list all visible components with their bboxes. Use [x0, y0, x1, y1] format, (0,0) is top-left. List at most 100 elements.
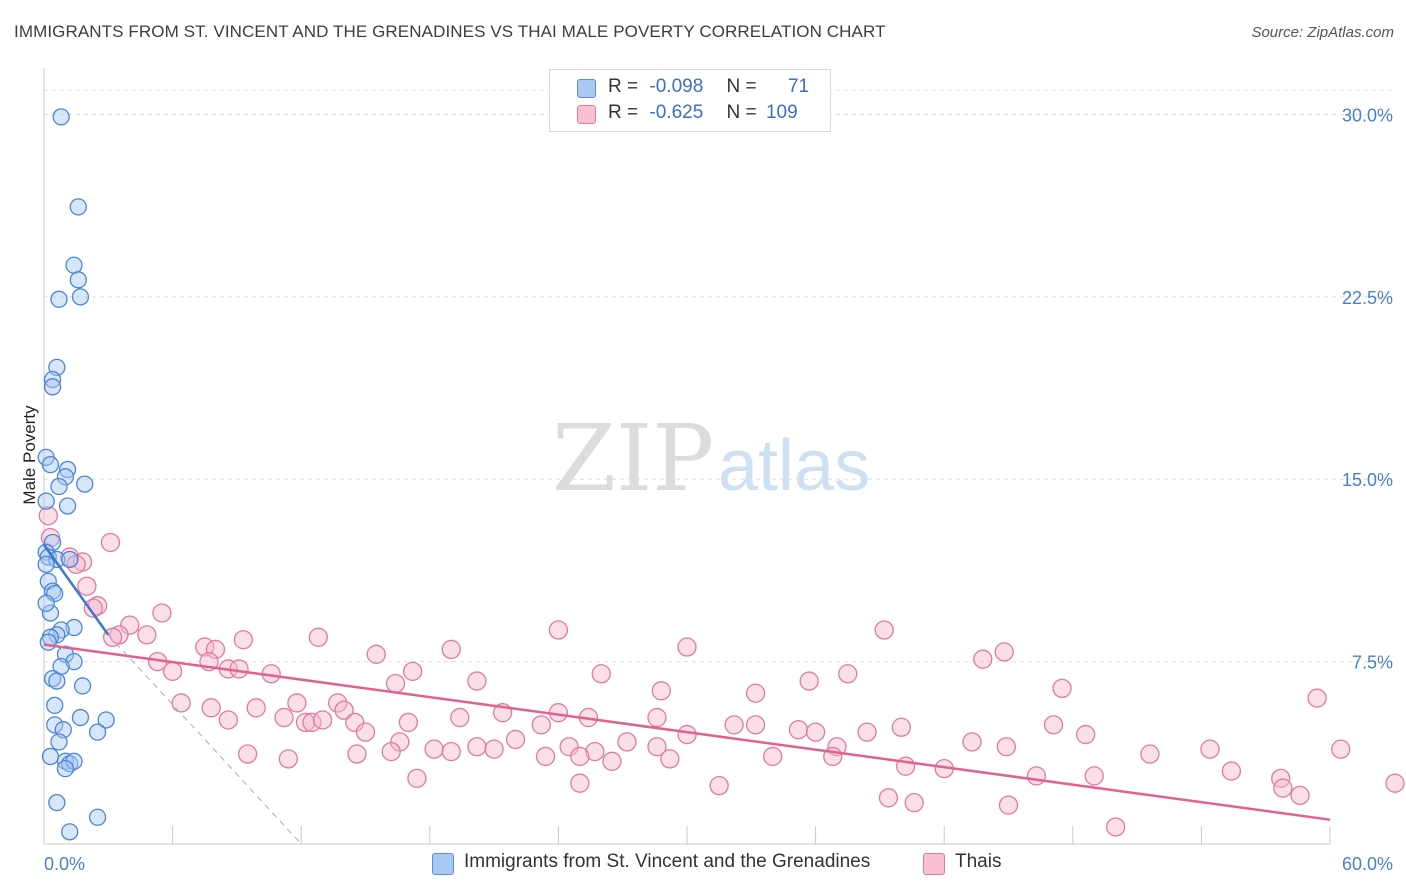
- data-point: [43, 378, 62, 396]
- data-point: [46, 716, 64, 734]
- axes: [43, 68, 1331, 845]
- data-point: [48, 794, 66, 812]
- data-point: [677, 724, 697, 745]
- legend-r-label: R =: [608, 102, 639, 123]
- data-point: [805, 722, 826, 742]
- data-point: [1106, 817, 1126, 837]
- data-point: [58, 497, 77, 515]
- data-point: [962, 732, 982, 752]
- data-point: [441, 639, 461, 660]
- data-point: [617, 732, 637, 752]
- data-point: [505, 729, 526, 750]
- data-point: [37, 555, 55, 573]
- y-axis-label: Male Poverty: [20, 405, 39, 505]
- data-point: [312, 710, 333, 730]
- data-point: [724, 715, 744, 735]
- y-tick-label: 7.5%: [1352, 653, 1393, 673]
- data-point: [385, 673, 406, 694]
- data-point: [46, 584, 64, 603]
- series-immigrants: [37, 108, 115, 841]
- data-point: [278, 749, 298, 769]
- data-point: [467, 671, 487, 691]
- watermark-atlas: atlas: [718, 426, 870, 506]
- correlation-legend: R = -0.098 N = 71 R = -0.625 N = 109: [549, 69, 831, 132]
- y-tick-label: 15.0%: [1342, 470, 1393, 490]
- data-point: [46, 696, 64, 715]
- data-point: [1331, 739, 1351, 759]
- data-point: [37, 594, 55, 612]
- data-point: [998, 795, 1019, 815]
- data-point: [381, 741, 401, 762]
- data-point: [1221, 761, 1242, 781]
- data-point: [994, 642, 1014, 662]
- data-point: [651, 681, 671, 701]
- data-point: [39, 633, 57, 651]
- data-point: [120, 615, 140, 635]
- data-point: [799, 671, 819, 691]
- data-point: [878, 788, 899, 808]
- data-point: [559, 737, 579, 757]
- data-point: [41, 747, 60, 766]
- data-point: [570, 746, 590, 767]
- legend-n-label: N =: [726, 76, 757, 97]
- data-point: [201, 698, 221, 718]
- data-point: [246, 698, 266, 718]
- x-tick-label: 0.0%: [44, 854, 85, 874]
- data-point: [100, 532, 121, 553]
- data-point: [162, 661, 183, 681]
- data-point: [38, 506, 58, 526]
- data-point: [88, 723, 107, 741]
- data-point: [647, 737, 667, 757]
- data-point: [327, 693, 348, 713]
- data-point: [450, 707, 470, 728]
- data-point: [65, 652, 83, 671]
- data-point: [1043, 715, 1064, 735]
- data-point: [1026, 766, 1047, 786]
- legend-n-value: 109: [765, 102, 798, 123]
- data-point: [1385, 773, 1405, 793]
- legend-swatch-immigrants: [432, 853, 454, 875]
- y-tick-label: 30.0%: [1342, 105, 1393, 125]
- trend-lines: [42, 544, 1331, 845]
- data-point: [52, 108, 70, 126]
- data-point: [48, 672, 66, 690]
- data-point: [788, 720, 809, 740]
- data-point: [69, 271, 87, 289]
- data-point: [398, 712, 419, 733]
- data-point: [484, 739, 504, 759]
- legend-n-label: N =: [726, 102, 757, 123]
- data-point: [65, 618, 83, 637]
- data-point: [50, 290, 68, 308]
- data-point: [570, 773, 590, 793]
- data-point: [1200, 739, 1220, 759]
- legend-label-immigrants: Immigrants from St. Vincent and the Gren…: [464, 851, 871, 872]
- data-point: [531, 715, 551, 735]
- data-point: [69, 198, 87, 216]
- source-label: Source: ZipAtlas.com: [1251, 24, 1394, 41]
- data-point: [308, 627, 328, 647]
- legend-swatch-thais: [577, 105, 596, 124]
- data-point: [745, 715, 766, 735]
- data-point: [535, 746, 556, 767]
- data-point: [347, 744, 367, 764]
- legend-label-thais: Thais: [955, 851, 1002, 872]
- data-point: [345, 712, 365, 733]
- data-point: [287, 693, 307, 713]
- legend-n-value: 71: [787, 76, 810, 97]
- data-point: [37, 492, 55, 510]
- tick-labels: 7.5% 15.0% 22.5% 30.0% 0.0% 60.0%: [44, 105, 1393, 874]
- data-point: [602, 751, 622, 771]
- data-point: [996, 737, 1017, 757]
- series-thais: [38, 506, 1405, 837]
- watermark-zip: ZIP: [552, 405, 714, 512]
- data-point: [274, 707, 294, 728]
- data-point: [1084, 766, 1104, 786]
- data-point: [857, 722, 877, 742]
- legend-r-label: R =: [608, 76, 639, 97]
- gridlines: [44, 89, 1395, 663]
- data-point: [50, 733, 68, 751]
- data-point: [41, 455, 60, 474]
- data-point: [366, 644, 386, 664]
- legend-r-value: -0.098: [649, 76, 704, 97]
- data-point: [1076, 724, 1096, 745]
